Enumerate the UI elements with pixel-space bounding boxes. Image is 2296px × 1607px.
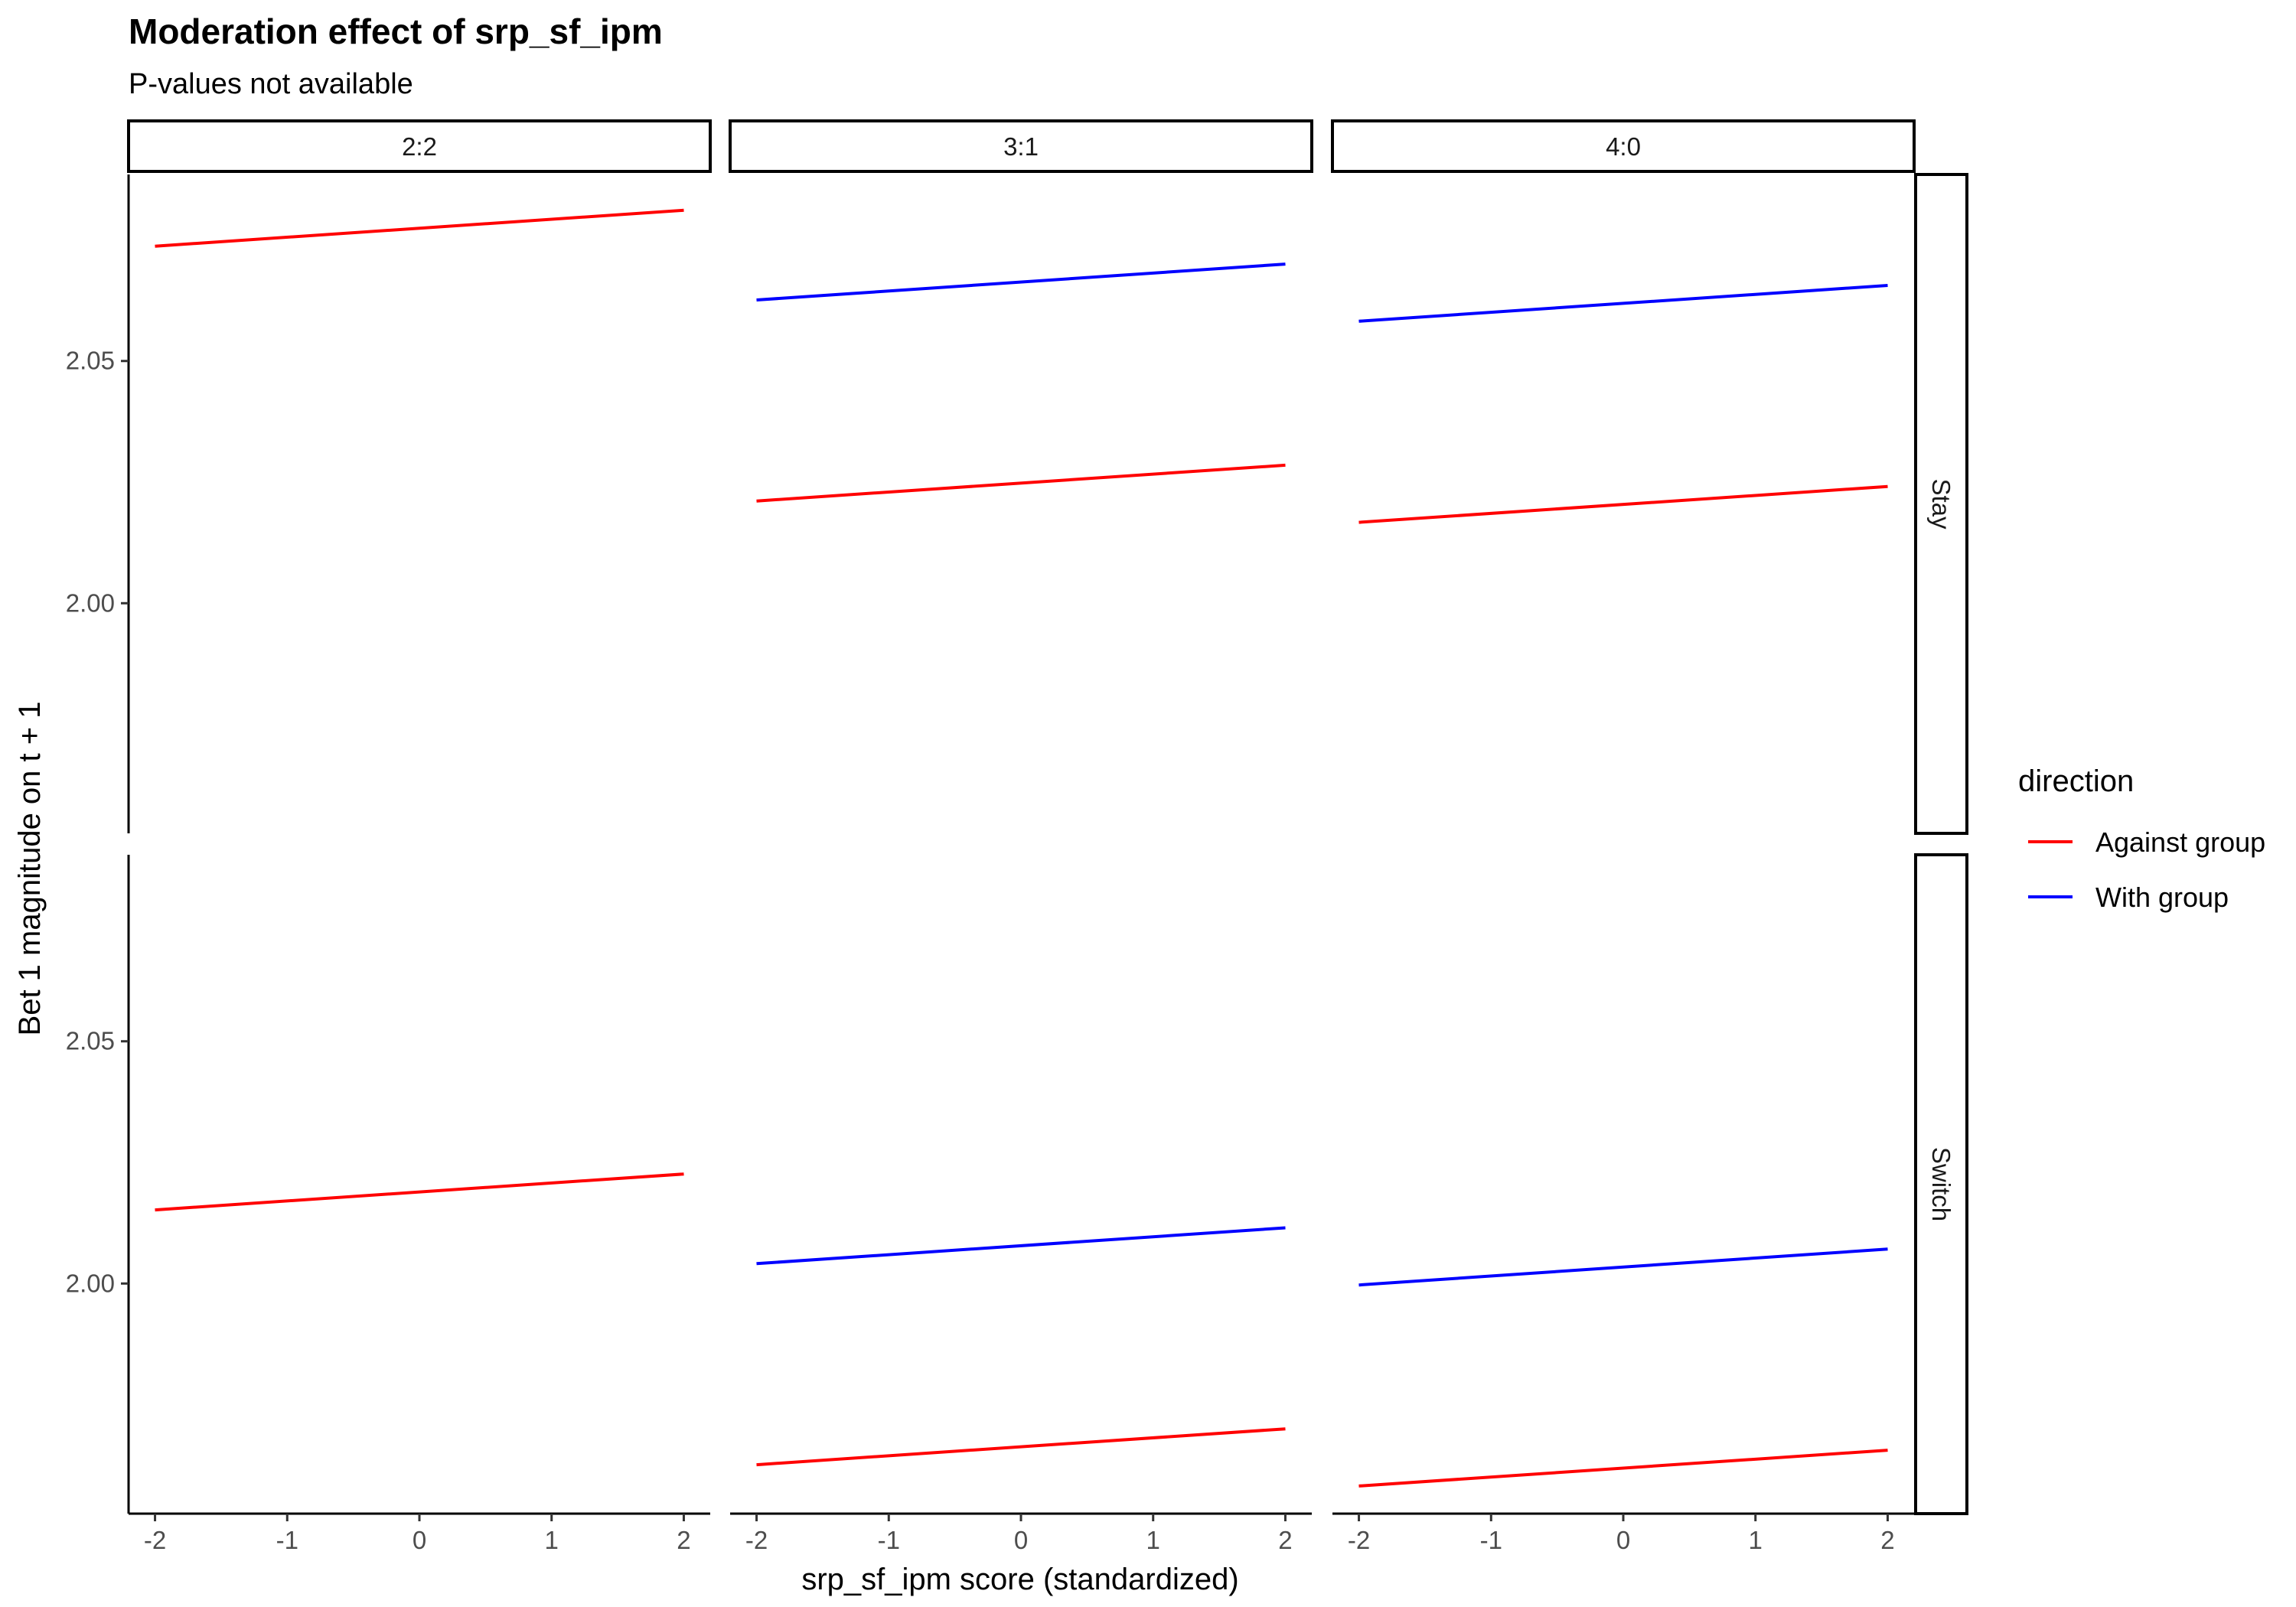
x-tick-label: -2 [745,1526,768,1554]
facet-strip-3-1 [729,119,1313,173]
x-tick-label: 1 [1749,1526,1763,1554]
series-line-against-group-stay-2-2 [155,208,684,248]
x-tick-label: -1 [1480,1526,1502,1554]
facet-panels: 2:2 3:1 4:0 Stay Switch 2.00 2.05 2.00 2.05 -2 -1 0… [66,119,1968,1554]
legend: direction Against group With group [2018,764,2265,913]
x-tick-label: 2 [677,1526,690,1554]
facet-strip-label: Switch [1927,1147,1955,1221]
series-line-against-group-stay-3-1 [756,463,1286,503]
facet-strip-label: 4:0 [1606,132,1641,161]
chart-title: Moderation effect of srp_sf_ipm [129,11,663,51]
y-tick-label: 2.00 [66,588,115,617]
series-line-against-group-switch-4-0 [1358,1449,1888,1488]
facet-strip-2-2 [127,119,712,173]
y-tick-label: 2.05 [66,347,115,375]
y-axis-title: Bet 1 magnitude on t + 1 [13,702,47,1036]
x-tick-label: 1 [545,1526,559,1554]
x-tick-label: -2 [144,1526,166,1554]
series-line-with-group-stay-4-0 [1358,284,1888,323]
facet-strip-switch [1914,853,1968,1515]
x-tick-label: -1 [276,1526,298,1554]
series-line-with-group-switch-4-0 [1358,1247,1888,1287]
series-line-against-group-stay-4-0 [1358,484,1888,524]
series-line-against-group-switch-2-2 [155,1172,684,1212]
series-line-with-group-switch-3-1 [756,1226,1286,1266]
x-tick-label: 2 [1278,1526,1292,1554]
facet-strip-label: 2:2 [402,132,437,161]
series-line-against-group-switch-3-1 [756,1427,1286,1467]
legend-title: direction [2018,764,2134,798]
x-tick-label: -1 [878,1526,900,1554]
facet-strip-label: 3:1 [1003,132,1039,161]
x-axis-title: srp_sf_ipm score (standardized) [801,1563,1238,1596]
y-tick-label: 2.05 [66,1027,115,1055]
y-tick-label: 2.00 [66,1269,115,1297]
x-tick-label: 2 [1880,1526,1894,1554]
x-tick-label: 0 [1616,1526,1630,1554]
legend-label-against-group: Against group [2095,826,2265,858]
x-tick-label: 0 [413,1526,426,1554]
x-tick-label: -2 [1348,1526,1370,1554]
x-tick-label: 0 [1014,1526,1028,1554]
facet-strip-stay [1914,173,1968,835]
series-line-with-group-stay-3-1 [756,262,1286,302]
legend-label-with-group: With group [2095,882,2229,913]
x-tick-label: 1 [1146,1526,1160,1554]
facet-strip-4-0 [1331,119,1916,173]
chart-subtitle: P-values not available [129,68,413,100]
facet-strip-label: Stay [1927,478,1955,530]
